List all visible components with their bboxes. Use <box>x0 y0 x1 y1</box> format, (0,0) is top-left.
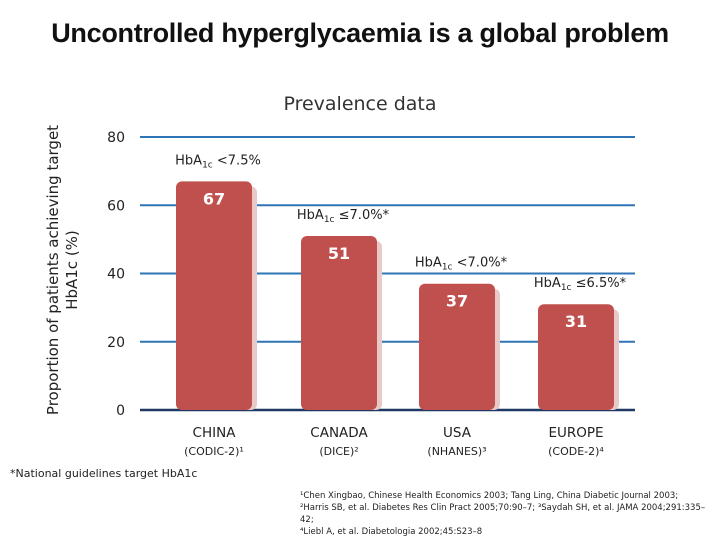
bar-value-label: 51 <box>328 244 350 263</box>
reference-line: ⁴Liebl A, et al. Diabetologia 2002;45:S2… <box>300 527 483 537</box>
y-tick-label: 60 <box>107 198 125 214</box>
bar-target-label: HbA1c <7.5% <box>175 153 261 170</box>
x-subcategory-label: (DICE)² <box>319 445 358 458</box>
chart-subtitle: Prevalence data <box>283 93 437 115</box>
bar-value-label: 67 <box>203 189 225 208</box>
bar-target-label: HbA1c <7.0%* <box>415 256 508 273</box>
references: ¹Chen Xingbao, Chinese Health Economics … <box>300 490 715 538</box>
reference-line: ²Harris SB, et al. Diabetes Res Clin Pra… <box>300 503 706 525</box>
y-tick-label: 20 <box>107 335 125 351</box>
bar <box>176 181 252 410</box>
bar <box>301 235 377 410</box>
bar <box>538 304 614 410</box>
bar-target-label: HbA1c ≤7.0%* <box>297 208 390 225</box>
bar <box>419 283 495 410</box>
x-category-label: USA <box>443 425 472 441</box>
bar-value-label: 31 <box>565 312 587 331</box>
x-category-label: EUROPE <box>548 425 603 441</box>
slide-title: Uncontrolled hyperglycaemia is a global … <box>51 18 669 48</box>
footnote: *National guidelines target HbA1c <box>10 467 198 480</box>
x-subcategory-label: (NHANES)³ <box>427 445 486 458</box>
x-subcategory-label: (CODE-2)⁴ <box>548 445 604 458</box>
x-subcategory-label: (CODIC-2)¹ <box>184 445 244 458</box>
y-tick-label: 0 <box>116 403 125 419</box>
reference-line: ¹Chen Xingbao, Chinese Health Economics … <box>300 491 679 501</box>
y-tick-label: 80 <box>107 130 125 146</box>
y-tick-label: 40 <box>107 267 125 283</box>
x-category-label: CHINA <box>193 425 237 441</box>
bar-value-label: 37 <box>446 292 468 311</box>
x-category-label: CANADA <box>310 425 368 441</box>
bar-target-label: HbA1c ≤6.5%* <box>534 276 627 293</box>
